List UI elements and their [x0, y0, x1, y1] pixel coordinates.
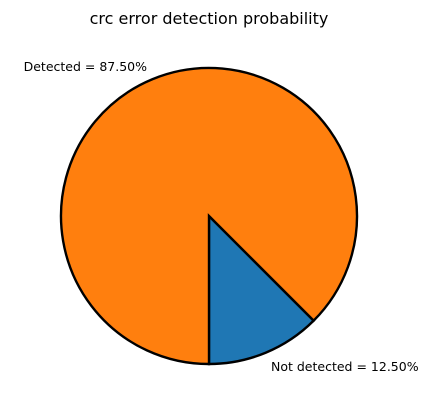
pie-slice-detected: [59, 66, 359, 366]
slice-label-not-detected: Not detected = 12.50%: [271, 359, 419, 374]
pie-slices: [59, 66, 359, 366]
pie-slice-not-detected: [207, 213, 316, 366]
chart-title: crc error detection probability: [90, 9, 329, 28]
slice-label-detected: Detected = 87.50%: [24, 59, 148, 74]
